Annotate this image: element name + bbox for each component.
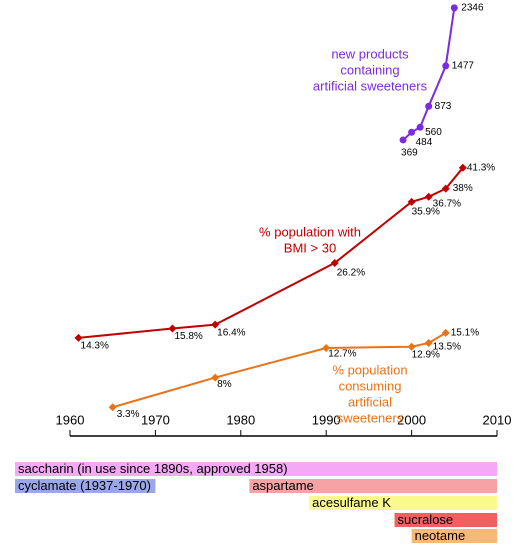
- x-tick-label: 1990: [312, 412, 341, 427]
- point: [442, 62, 450, 70]
- value-label: 484: [416, 137, 433, 148]
- timeline-label: sucralose: [398, 512, 454, 527]
- x-tick-label: 1970: [141, 412, 170, 427]
- value-label: 1477: [452, 61, 475, 72]
- series-label: BMI > 30: [284, 240, 336, 255]
- point: [108, 403, 117, 412]
- series-label: consuming: [339, 378, 402, 393]
- value-label: 15.8%: [174, 331, 202, 342]
- point: [330, 258, 339, 267]
- series-label: new products: [331, 46, 409, 61]
- point: [322, 343, 331, 352]
- value-label: 369: [401, 148, 418, 159]
- point: [424, 192, 433, 201]
- timeline-bar: [15, 479, 156, 493]
- point: [211, 320, 220, 329]
- timeline-label: cyclamate (1937-1970): [18, 478, 151, 493]
- x-tick-label: 1960: [56, 412, 85, 427]
- value-label: 15.1%: [451, 328, 479, 339]
- x-tick-label: 1980: [226, 412, 255, 427]
- point: [458, 163, 467, 172]
- value-label: 16.4%: [217, 327, 245, 338]
- value-label: 35.9%: [412, 206, 440, 217]
- timeline-bar: [249, 479, 497, 493]
- value-label: 560: [425, 127, 442, 138]
- value-label: 38%: [453, 183, 473, 194]
- timeline-label: aspartame: [252, 478, 313, 493]
- timeline-bar: [309, 496, 497, 510]
- timeline-label: acesulfame K: [312, 495, 391, 510]
- series-label: % population with: [259, 224, 361, 239]
- point: [441, 184, 450, 193]
- point: [211, 373, 220, 382]
- timeline-label: saccharin (in use since 1890s, approved …: [18, 461, 288, 476]
- point: [168, 324, 177, 333]
- value-label: 12.9%: [412, 349, 440, 360]
- timeline-bar: [411, 529, 497, 543]
- series-label: artificial: [348, 394, 392, 409]
- value-label: 8%: [217, 379, 232, 390]
- value-label: 873: [435, 101, 452, 112]
- point: [424, 338, 433, 347]
- series-line: [402, 7, 456, 141]
- point: [74, 333, 83, 342]
- point: [407, 342, 416, 351]
- series-label: artificial sweeteners: [313, 78, 428, 93]
- value-label: 3.3%: [117, 409, 140, 420]
- value-label: 26.2%: [337, 268, 365, 279]
- x-tick-label: 2000: [397, 412, 426, 427]
- timeline-bar: [394, 513, 497, 527]
- point: [408, 128, 416, 136]
- value-label: 12.7%: [328, 349, 356, 360]
- point: [416, 123, 424, 131]
- value-label: 13.5%: [433, 342, 461, 353]
- value-label: 2346: [461, 3, 484, 14]
- series-label: sweeteners: [337, 410, 404, 425]
- value-label: 14.3%: [81, 341, 109, 352]
- value-label: 36.7%: [433, 198, 461, 209]
- point: [407, 197, 416, 206]
- point: [441, 328, 450, 337]
- timeline-bar: [15, 462, 497, 476]
- x-tick-label: 2010: [483, 412, 512, 427]
- point: [425, 102, 433, 110]
- timeline-label: neotame: [415, 528, 466, 543]
- series-line: [78, 167, 464, 339]
- point: [399, 136, 407, 144]
- series-label: containing: [340, 62, 399, 77]
- value-label: 41.3%: [467, 162, 495, 173]
- point: [450, 4, 458, 12]
- series-label: % population: [332, 362, 407, 377]
- series-line: [112, 332, 447, 409]
